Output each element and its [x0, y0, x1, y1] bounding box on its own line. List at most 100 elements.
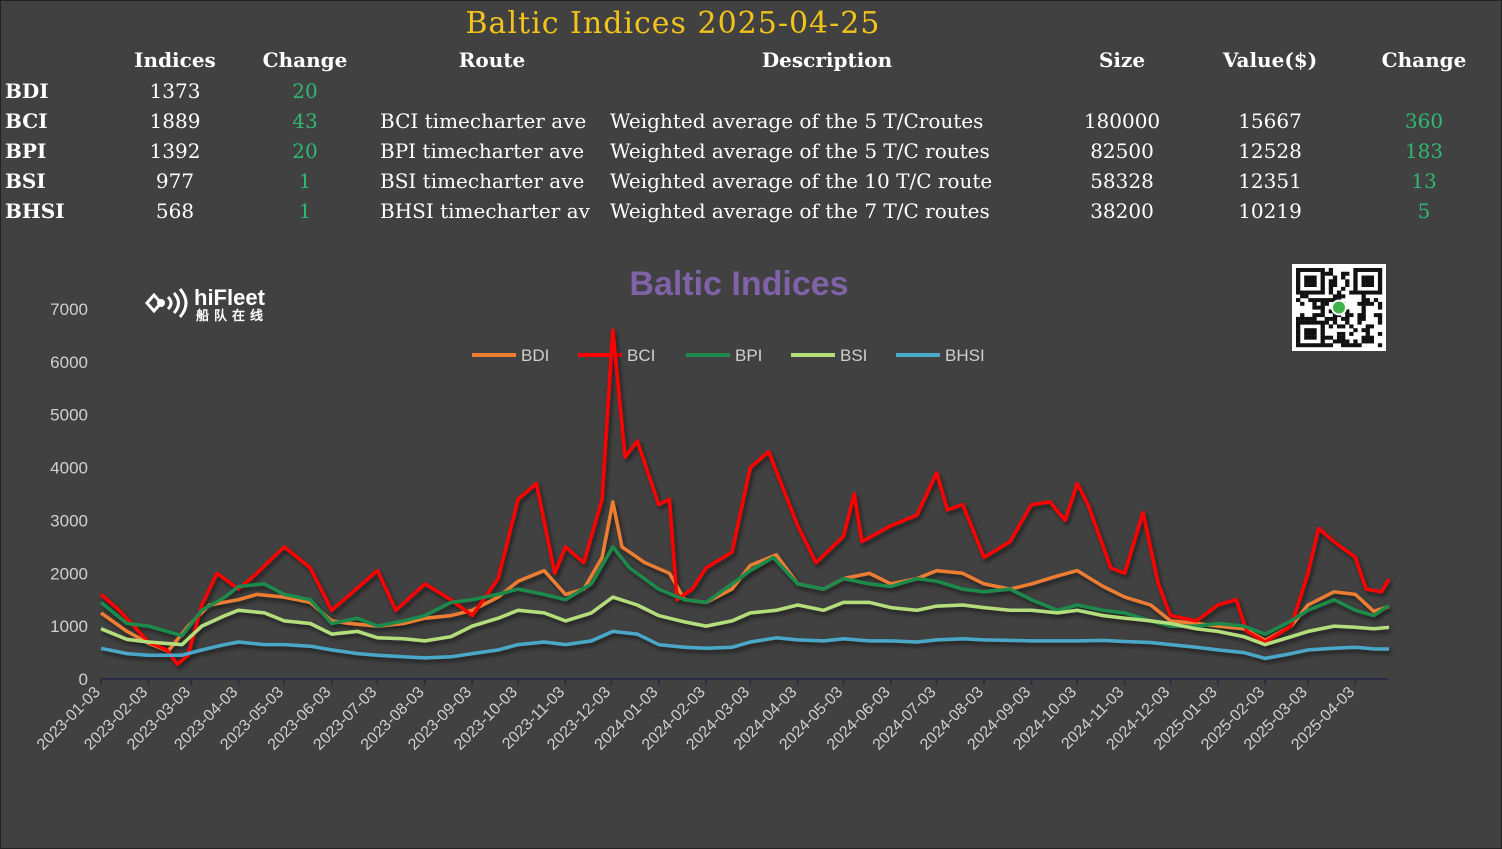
qr-module: [1365, 335, 1370, 340]
qr-module: [1361, 298, 1366, 303]
qr-module: [1312, 343, 1317, 348]
qr-module: [1361, 313, 1366, 318]
qr-module: [1365, 268, 1370, 272]
qr-module: [1312, 279, 1317, 284]
qr-module: [1328, 268, 1334, 272]
qr-module: [1308, 335, 1313, 340]
qr-module: [1300, 268, 1305, 272]
col-header-indices: Indices: [134, 48, 216, 72]
qr-module: [1336, 290, 1342, 295]
qr-module: [1365, 339, 1370, 344]
qr-module: [1353, 339, 1358, 344]
legend-label: BSI: [840, 346, 867, 365]
qr-module: [1361, 275, 1366, 280]
qr-module: [1296, 316, 1301, 321]
qr-module: [1308, 343, 1313, 348]
y-tick-label: 3000: [50, 511, 88, 530]
qr-module: [1324, 343, 1329, 348]
qr-module: [1316, 313, 1321, 318]
qr-module: [1377, 286, 1383, 291]
qr-module: [1377, 279, 1383, 284]
qr-module: [1320, 328, 1325, 333]
qr-module: [1320, 343, 1325, 348]
index-change: 1: [298, 169, 312, 193]
qr-module: [1369, 275, 1375, 280]
qr-module: [1369, 279, 1375, 284]
qr-module: [1296, 271, 1301, 276]
qr-module: [1332, 283, 1338, 288]
qr-module: [1324, 320, 1329, 325]
qr-module: [1312, 320, 1317, 325]
qr-module: [1312, 335, 1317, 340]
series-line-bhsi: [100, 629, 1390, 661]
qr-module: [1361, 279, 1366, 284]
qr-module: [1312, 328, 1317, 333]
qr-module: [1341, 275, 1346, 280]
x-axis: 2023-01-032023-02-032023-03-032023-04-03…: [34, 678, 1389, 754]
qr-module: [1328, 298, 1334, 303]
qr-module: [1377, 316, 1383, 321]
chart-legend: BDI BCI BPI BSI BHSI: [472, 346, 985, 365]
qr-module: [1308, 328, 1313, 333]
y-axis: 0 1000 2000 3000 4000 5000 6000 7000: [50, 300, 88, 689]
qr-module: [1361, 339, 1366, 344]
value-change: 13: [1411, 169, 1437, 193]
qr-module: [1341, 335, 1346, 340]
qr-module: [1296, 335, 1301, 340]
qr-module: [1341, 294, 1346, 299]
qr-module: [1373, 268, 1379, 272]
qr-module: [1328, 279, 1334, 284]
y-tick-label: 0: [79, 670, 88, 689]
qr-module: [1373, 298, 1379, 303]
qr-module: [1345, 320, 1350, 325]
qr-module: [1341, 331, 1346, 336]
qr-module: [1320, 309, 1325, 314]
qr-module: [1377, 331, 1383, 336]
size-value: 38200: [1090, 199, 1154, 223]
index-name: BDI: [5, 79, 49, 103]
qr-module: [1320, 268, 1325, 272]
qr-module: [1320, 313, 1325, 318]
route-text: BHSI timecharter av: [380, 199, 590, 223]
qr-module: [1328, 290, 1334, 295]
qr-module: [1312, 275, 1317, 280]
qr-module: [1345, 279, 1350, 284]
qr-module: [1320, 301, 1325, 306]
qr-module: [1324, 301, 1329, 306]
qr-module: [1300, 343, 1305, 348]
qr-module: [1377, 275, 1383, 280]
qr-module: [1365, 331, 1370, 336]
qr-module: [1332, 279, 1338, 284]
qr-module: [1357, 320, 1362, 325]
qr-module: [1308, 298, 1313, 303]
qr-module: [1332, 298, 1338, 303]
radar-icon: [145, 288, 188, 318]
qr-code: [1292, 264, 1386, 351]
qr-module: [1296, 320, 1301, 325]
qr-module: [1300, 290, 1305, 295]
page-title: Baltic Indices 2025-04-25: [465, 6, 881, 41]
qr-module: [1349, 313, 1354, 318]
qr-module: [1312, 301, 1317, 306]
qr-module: [1320, 339, 1325, 344]
qr-module: [1328, 309, 1334, 314]
legend-label: BDI: [521, 346, 549, 365]
qr-module: [1353, 343, 1358, 348]
qr-module: [1296, 268, 1301, 272]
qr-module: [1345, 313, 1350, 318]
qr-module: [1369, 339, 1375, 344]
dollar-value: 10219: [1238, 199, 1302, 223]
qr-module: [1377, 271, 1383, 276]
qr-module: [1324, 316, 1329, 321]
qr-module: [1353, 290, 1358, 295]
qr-module: [1353, 268, 1358, 272]
qr-module: [1304, 294, 1309, 299]
qr-module: [1324, 271, 1329, 276]
qr-module: [1353, 279, 1358, 284]
qr-module: [1308, 283, 1313, 288]
qr-module: [1320, 324, 1325, 329]
qr-module: [1361, 309, 1366, 314]
qr-module: [1349, 324, 1354, 329]
qr-module: [1361, 283, 1366, 288]
qr-module: [1328, 324, 1334, 329]
